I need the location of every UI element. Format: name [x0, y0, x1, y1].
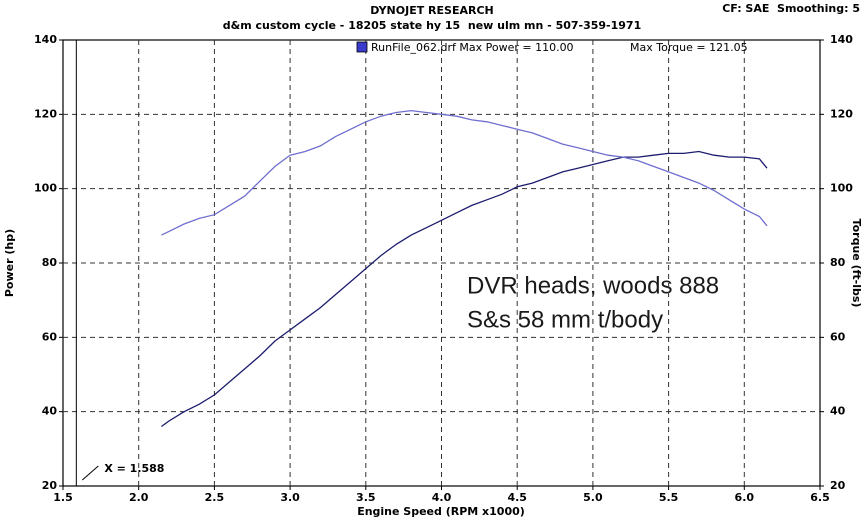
annotation: S&s 58 mm t/body: [467, 306, 663, 333]
y-tick-label: 20: [42, 479, 58, 492]
x-tick-label: 3.5: [356, 491, 376, 504]
chart-subtitle: d&m custom cycle - 18205 state hy 15 new…: [223, 19, 641, 32]
cursor-pointer: [81, 465, 99, 481]
data-line: [161, 109, 768, 236]
y2-tick-label: 40: [830, 405, 846, 418]
x-tick-label: 1.5: [53, 491, 73, 504]
legend-swatch: [356, 41, 368, 53]
x-tick-label: 6.0: [735, 491, 755, 504]
y2-tick-label: 60: [830, 330, 846, 343]
x-tick-label: 5.0: [583, 491, 603, 504]
legend-label: Max Torque = 121.05: [630, 41, 748, 54]
y-tick-label: 40: [42, 405, 58, 418]
x-tick-label: 4.5: [507, 491, 527, 504]
y-tick-label: 80: [42, 256, 58, 269]
y2-tick-label: 100: [830, 182, 853, 195]
data-line: [161, 150, 768, 428]
x-tick-label: 2.5: [205, 491, 225, 504]
legend-label: RunFile_062.drf Max Power = 110.00: [371, 41, 574, 54]
x-tick-label: 3.0: [280, 491, 300, 504]
x-tick-label: 4.0: [432, 491, 452, 504]
x-tick-label: 5.5: [659, 491, 679, 504]
y-axis-label: Power (hp): [3, 229, 16, 297]
settings-label: CF: SAE Smoothing: 5: [722, 2, 860, 15]
y2-tick-label: 140: [830, 33, 853, 46]
x-tick-label: 6.5: [810, 491, 830, 504]
y-tick-label: 140: [34, 33, 57, 46]
y-tick-label: 60: [42, 330, 58, 343]
x-tick-label: 2.0: [129, 491, 149, 504]
y-tick-label: 100: [34, 182, 57, 195]
x-axis-label: Engine Speed (RPM x1000): [357, 505, 525, 518]
y2-tick-label: 120: [830, 107, 853, 120]
y2-tick-label: 80: [830, 256, 846, 269]
chart-title: DYNOJET RESEARCH: [370, 4, 493, 17]
y2-axis-label: Torque (ft-lbs): [850, 219, 863, 308]
y2-tick-label: 20: [830, 479, 846, 492]
cursor-label: X = 1.588: [104, 462, 164, 475]
y-tick-label: 120: [34, 107, 57, 120]
